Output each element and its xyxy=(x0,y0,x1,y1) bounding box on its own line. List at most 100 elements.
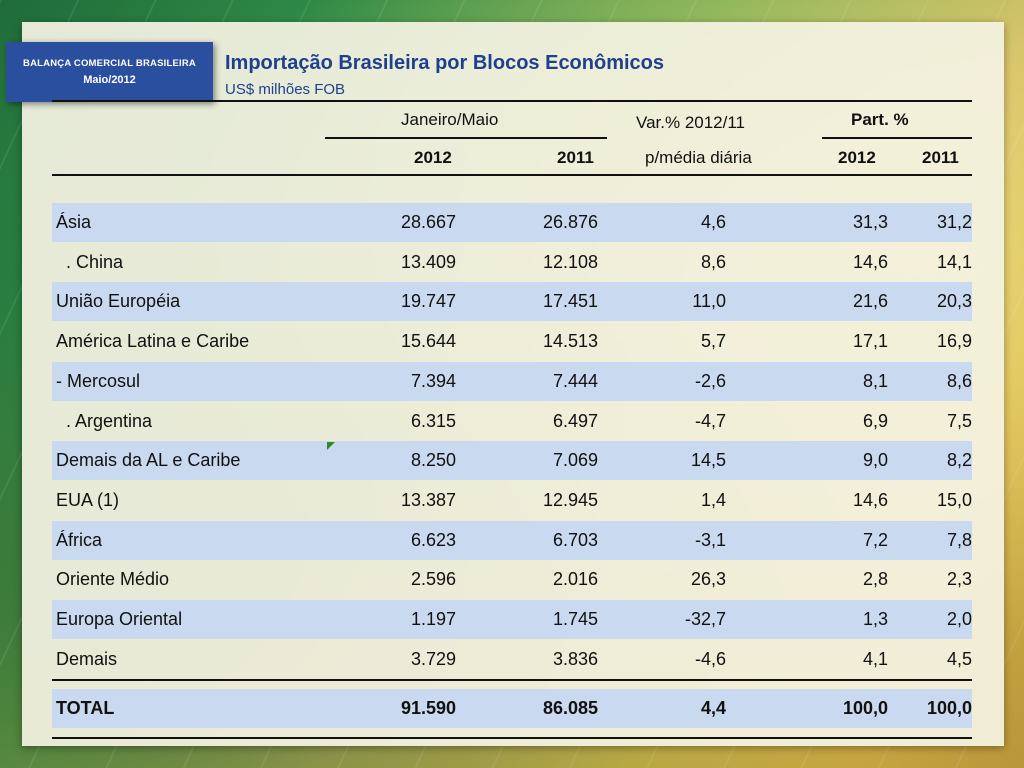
cell-var: 1,4 xyxy=(700,489,726,510)
cell-part-2011: 8,2 xyxy=(946,450,972,471)
cell-name: - Mercosul xyxy=(56,370,141,391)
header-period: Janeiro/Maio xyxy=(401,110,499,129)
cell-2012: 8.250 xyxy=(410,450,456,471)
cell-2011: 6.703 xyxy=(552,529,598,550)
cell-part-2011: 4,5 xyxy=(946,648,972,669)
cell-name: União Européia xyxy=(56,291,181,312)
cell-2011: 12.108 xyxy=(542,251,598,272)
cell-name: América Latina e Caribe xyxy=(56,331,250,352)
cell-2012: 1.197 xyxy=(410,609,456,629)
cell-name: Demais xyxy=(56,648,118,669)
cell-part-2012: 31,3 xyxy=(852,212,888,232)
cell-name: . Argentina xyxy=(56,410,153,431)
cell-part-2012: 9,0 xyxy=(862,450,888,471)
cell-2012: 2.596 xyxy=(410,569,456,590)
table-row: EUA (1) 13.387 12.945 1,4 14,6 15,0 xyxy=(52,481,972,520)
cell-part-2012: 7,2 xyxy=(862,529,888,550)
table-row: África 6.623 6.703 -3,1 7,2 7,8 xyxy=(52,520,972,560)
cell-2011: 2.016 xyxy=(552,569,598,590)
cell-part-2011: 100,0 xyxy=(926,698,972,718)
table-row: União Européia 19.747 17.451 11,0 21,6 20,3 xyxy=(52,282,972,322)
table-row: . Argentina 6.315 6.497 -4,7 6,9 7,5 xyxy=(52,402,972,441)
header-bottom-rule xyxy=(52,174,972,176)
cell-name: . China xyxy=(56,251,124,272)
page-subtitle: US$ milhões FOB xyxy=(225,81,346,98)
cell-name: Oriente Médio xyxy=(56,569,170,590)
table-row: Demais da AL e Caribe 8.250 7.069 14,5 9,0 8,… xyxy=(52,441,972,481)
cell-2011: 14.513 xyxy=(542,331,598,352)
cell-2012: 7.394 xyxy=(410,370,456,391)
cell-2012: 3.729 xyxy=(410,648,456,669)
cell-var: -2,6 xyxy=(694,370,726,391)
table-row: Demais 3.729 3.836 -4,6 4,1 4,5 xyxy=(52,640,972,679)
table-bottom-rule xyxy=(52,737,972,739)
cell-part-2011: 16,9 xyxy=(936,331,972,352)
cell-part-2012: 14,6 xyxy=(852,489,888,510)
header-part-2012: 2012 xyxy=(838,148,876,167)
cell-var: -3,1 xyxy=(694,529,726,550)
cell-var: 14,5 xyxy=(690,450,726,471)
table-row: América Latina e Caribe 15.644 14.513 5,7 17… xyxy=(52,322,972,361)
report-badge: BALANÇA COMERCIAL BRASILEIRA Maio/2012 xyxy=(6,42,213,102)
cell-part-2011: 2,0 xyxy=(946,609,972,629)
table-row-total: TOTAL 91.590 86.085 4,4 100,0 100,0 xyxy=(52,689,972,728)
cell-var: -4,6 xyxy=(694,648,726,669)
cell-2011: 1.745 xyxy=(552,609,598,629)
table-top-rule xyxy=(52,100,972,102)
cell-part-2011: 31,2 xyxy=(936,212,972,232)
cell-name: Demais da AL e Caribe xyxy=(56,450,241,471)
header-part: Part. % xyxy=(851,110,909,129)
cell-2012: 13.387 xyxy=(400,489,456,510)
cell-part-2011: 7,8 xyxy=(946,529,972,550)
cell-2011: 3.836 xyxy=(552,648,598,669)
cell-part-2012: 1,3 xyxy=(862,609,888,629)
cell-part-2011: 7,5 xyxy=(946,410,972,431)
table-row: . China 13.409 12.108 8,6 14,6 14,1 xyxy=(52,243,972,282)
header-year-2011: 2011 xyxy=(557,148,594,167)
cursor-marker-icon xyxy=(327,442,335,450)
cell-name: TOTAL xyxy=(56,698,115,718)
cell-2012: 13.409 xyxy=(400,251,456,272)
cell-2012: 6.623 xyxy=(410,529,456,550)
cell-var: 26,3 xyxy=(690,569,726,590)
cell-part-2011: 15,0 xyxy=(936,489,972,510)
header-part-2011: 2011 xyxy=(922,148,959,167)
header-var-line1: Var.% 2012/11 xyxy=(636,113,746,132)
cell-2012: 28.667 xyxy=(400,212,456,232)
cell-var: -4,7 xyxy=(694,410,726,431)
header-year-2012: 2012 xyxy=(414,148,452,167)
cell-var: 11,0 xyxy=(692,291,726,312)
cell-part-2011: 14,1 xyxy=(936,251,972,272)
cell-2012: 19.747 xyxy=(400,291,456,312)
badge-title: BALANÇA COMERCIAL BRASILEIRA xyxy=(23,58,196,69)
cell-2012: 6.315 xyxy=(410,410,456,431)
cell-var: 4,6 xyxy=(700,212,726,232)
cell-var: 8,6 xyxy=(700,251,726,272)
cell-2011: 7.069 xyxy=(552,450,598,471)
cell-part-2011: 20,3 xyxy=(936,291,972,312)
cell-name: África xyxy=(56,529,103,550)
table-row: Europa Oriental 1.197 1.745 -32,7 1,3 2,0 xyxy=(52,600,972,639)
cell-part-2012: 100,0 xyxy=(842,698,888,718)
cell-2011: 6.497 xyxy=(552,410,598,431)
badge-date: Maio/2012 xyxy=(83,74,136,86)
cell-part-2012: 4,1 xyxy=(862,648,888,669)
total-top-rule xyxy=(52,679,972,681)
cell-part-2011: 2,3 xyxy=(946,569,972,590)
cell-2011: 26.876 xyxy=(542,212,598,232)
cell-2011: 86.085 xyxy=(542,698,598,718)
page-title: Importação Brasileira por Blocos Econômi… xyxy=(225,52,665,74)
period-rule xyxy=(325,137,607,139)
cell-var: 5,7 xyxy=(700,331,726,352)
cell-name: Ásia xyxy=(56,212,92,232)
cell-2011: 17.451 xyxy=(542,291,598,312)
cell-name: EUA (1) xyxy=(56,489,120,510)
cell-var: -32,7 xyxy=(684,609,726,629)
table-row: Oriente Médio 2.596 2.016 26,3 2,8 2,3 xyxy=(52,560,972,599)
cell-name: Europa Oriental xyxy=(56,609,183,629)
cell-2012: 15.644 xyxy=(400,331,456,352)
cell-part-2012: 2,8 xyxy=(862,569,888,590)
table-row: - Mercosul 7.394 7.444 -2,6 8,1 8,6 xyxy=(52,361,972,401)
cell-2012: 91.590 xyxy=(400,698,456,718)
cell-var: 4,4 xyxy=(700,698,726,718)
